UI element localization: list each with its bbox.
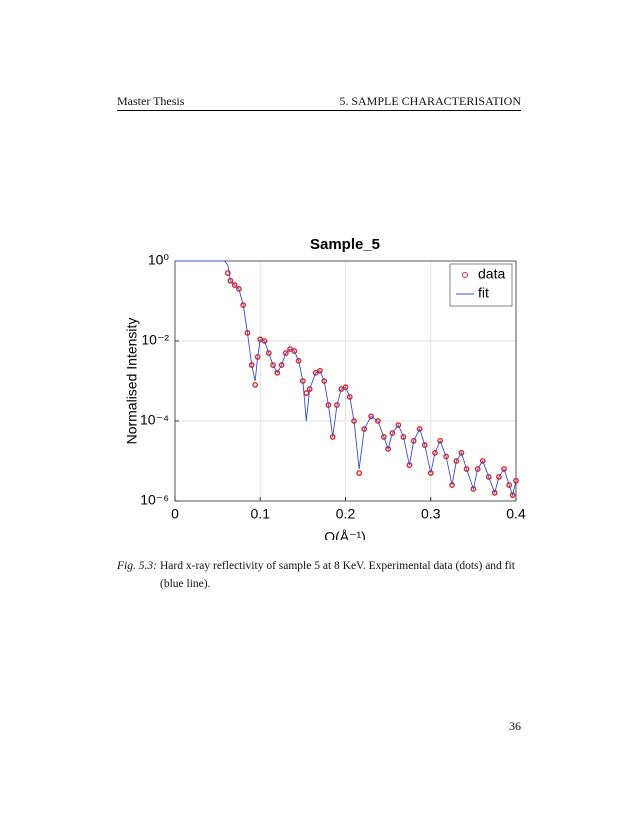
data-point [506, 482, 513, 488]
data-point [278, 362, 285, 368]
y-tick-label: 10⁻⁴ [140, 412, 169, 428]
data-point [458, 449, 465, 456]
data-point [485, 474, 492, 480]
data-point [317, 367, 323, 374]
data-point [236, 286, 242, 292]
plot-frame [174, 260, 517, 502]
data-point [356, 470, 363, 476]
data-point [479, 458, 486, 464]
data-point [416, 426, 423, 432]
x-tick-label: 0.1 [251, 506, 271, 522]
legend-box [449, 263, 513, 307]
data-point [509, 492, 516, 499]
data-point [513, 477, 519, 484]
data-point [501, 466, 507, 472]
y-axis-label: Normalised Intensity [124, 318, 140, 445]
data-point [385, 446, 392, 452]
caption: Fig. 5.3: Hard x-ray reflectivity of sam… [117, 557, 521, 593]
data-point [312, 369, 319, 376]
data-point [291, 348, 298, 354]
data-point [463, 466, 470, 472]
chart-title: Sample_5 [310, 236, 380, 253]
x-axis-label: Q(Å⁻¹) [324, 529, 366, 540]
data-point [265, 350, 272, 356]
legend-swatch [462, 272, 468, 278]
data-point [252, 381, 259, 388]
header-right: 5. SAMPLE CHARACTERISATION [339, 94, 521, 108]
x-tick-label: 0.3 [421, 506, 441, 522]
header-left: Master Thesis [117, 94, 185, 108]
data-point [421, 442, 428, 448]
chart: Sample_5 Q(Å⁻¹) Normalised Intensity 0 0.… [124, 236, 526, 540]
y-tick-label: 10⁻² [141, 332, 169, 348]
x-tick-label: 0.2 [336, 506, 356, 522]
data-point [491, 489, 498, 496]
y-tick-label: 10⁰ [148, 252, 170, 268]
header-rule [117, 110, 521, 111]
data-point [274, 369, 281, 376]
fit-line [175, 260, 517, 497]
data-point [368, 413, 374, 420]
data-point [427, 470, 434, 476]
x-tick-label: 0 [171, 506, 179, 522]
data-point [470, 486, 477, 492]
caption-label: Fig. 5.3: [117, 560, 157, 572]
y-tick-label: 10⁻⁶ [140, 492, 169, 508]
data-point [380, 434, 387, 440]
caption-text: Hard x-ray reflectivity of sample 5 at 8… [160, 560, 515, 590]
data-point [295, 357, 302, 364]
data-point [474, 466, 481, 472]
data-point [342, 384, 349, 391]
data-point [395, 422, 402, 428]
data-point [282, 350, 289, 356]
data-point [287, 346, 293, 352]
legend-label: data [478, 266, 505, 282]
data-point [224, 270, 231, 276]
data-point [432, 449, 438, 456]
data-point [374, 418, 381, 424]
data-point [270, 362, 276, 368]
data-point [496, 474, 502, 480]
page-number: 36 [509, 719, 521, 733]
x-tick-label: 0.4 [506, 506, 526, 522]
data-point [437, 437, 444, 444]
legend-label: fit [478, 285, 489, 301]
data-point [261, 338, 268, 344]
data-point [400, 434, 407, 440]
data-point [389, 430, 396, 436]
data-point [231, 282, 238, 288]
